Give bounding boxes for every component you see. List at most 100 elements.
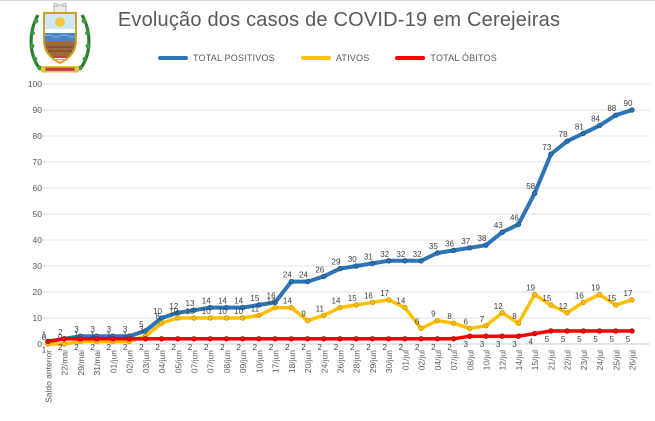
svg-text:25/jul: 25/jul <box>611 350 621 370</box>
svg-text:30/jun: 30/jun <box>384 350 394 373</box>
svg-text:14/jul: 14/jul <box>514 350 524 370</box>
svg-text:2: 2 <box>220 343 225 352</box>
svg-text:5: 5 <box>577 335 582 344</box>
svg-text:43: 43 <box>494 221 503 230</box>
svg-text:2: 2 <box>301 343 306 352</box>
svg-text:1: 1 <box>123 330 128 339</box>
svg-text:15: 15 <box>607 294 616 303</box>
svg-text:07/jun: 07/jun <box>206 350 216 373</box>
svg-text:29/mai: 29/mai <box>76 350 86 376</box>
svg-text:31/mai: 31/mai <box>92 350 102 376</box>
svg-text:100: 100 <box>28 79 42 89</box>
svg-text:50: 50 <box>33 209 43 219</box>
svg-text:0: 0 <box>37 339 42 349</box>
svg-text:32: 32 <box>380 250 389 259</box>
svg-text:12: 12 <box>494 302 503 311</box>
svg-text:19: 19 <box>591 284 600 293</box>
svg-text:23/jul: 23/jul <box>579 350 589 370</box>
svg-text:29/jun: 29/jun <box>368 350 378 373</box>
svg-text:2: 2 <box>155 343 160 352</box>
svg-text:2: 2 <box>253 343 258 352</box>
svg-text:10: 10 <box>202 307 211 316</box>
svg-text:17: 17 <box>380 289 389 298</box>
legend-item-total-positivos[interactable]: TOTAL POSITIVOS <box>158 53 275 63</box>
svg-text:08/jun: 08/jun <box>222 350 232 373</box>
svg-text:14: 14 <box>283 297 292 306</box>
svg-text:58: 58 <box>526 182 535 191</box>
legend-item-total-obitos[interactable]: TOTAL ÓBITOS <box>395 53 497 63</box>
svg-text:3: 3 <box>480 340 485 349</box>
svg-text:84: 84 <box>591 115 600 124</box>
svg-text:12/jul: 12/jul <box>498 350 508 370</box>
svg-text:17/jun: 17/jun <box>271 350 281 373</box>
svg-text:11: 11 <box>251 304 260 313</box>
svg-text:3: 3 <box>107 325 112 334</box>
svg-text:15: 15 <box>348 294 357 303</box>
legend-swatch-total-obitos <box>395 56 426 60</box>
svg-text:3: 3 <box>90 325 95 334</box>
svg-text:16: 16 <box>364 291 373 300</box>
svg-text:10: 10 <box>218 307 227 316</box>
svg-text:26/jun: 26/jun <box>336 350 346 373</box>
svg-text:02/jul: 02/jul <box>417 350 427 370</box>
svg-text:16: 16 <box>267 291 276 300</box>
svg-text:2: 2 <box>415 343 420 352</box>
svg-text:22/mai: 22/mai <box>60 350 70 376</box>
svg-text:2: 2 <box>318 343 323 352</box>
svg-text:15/jul: 15/jul <box>530 350 540 370</box>
svg-text:6: 6 <box>415 317 420 326</box>
svg-text:2: 2 <box>366 343 371 352</box>
svg-text:31: 31 <box>364 252 373 261</box>
svg-text:30: 30 <box>33 261 43 271</box>
legend-swatch-total-positivos <box>158 56 188 60</box>
svg-text:0: 0 <box>58 333 63 342</box>
svg-text:90: 90 <box>624 99 633 108</box>
svg-text:1: 1 <box>74 330 79 339</box>
svg-text:5: 5 <box>139 320 144 329</box>
svg-text:18/jun: 18/jun <box>287 350 297 373</box>
svg-text:2: 2 <box>139 343 144 352</box>
svg-text:3: 3 <box>123 325 128 334</box>
svg-text:70: 70 <box>33 157 43 167</box>
svg-text:24: 24 <box>283 271 292 280</box>
svg-text:14: 14 <box>332 297 341 306</box>
svg-text:81: 81 <box>575 122 584 131</box>
svg-text:8: 8 <box>155 312 160 321</box>
svg-text:07/jun: 07/jun <box>190 350 200 373</box>
svg-text:78: 78 <box>559 130 568 139</box>
city-coat-of-arms-logo <box>29 3 91 73</box>
svg-text:9: 9 <box>431 310 436 319</box>
svg-text:10: 10 <box>33 313 43 323</box>
legend-swatch-ativos <box>300 56 331 60</box>
svg-text:5: 5 <box>593 335 598 344</box>
svg-text:3: 3 <box>496 340 501 349</box>
svg-text:0: 0 <box>42 333 47 342</box>
svg-text:29: 29 <box>332 258 341 267</box>
svg-text:4: 4 <box>528 338 533 347</box>
svg-text:24: 24 <box>299 271 308 280</box>
svg-text:35: 35 <box>429 242 438 251</box>
svg-text:2: 2 <box>204 343 209 352</box>
logo-shield-field <box>44 13 76 60</box>
svg-text:6: 6 <box>464 317 469 326</box>
svg-text:2: 2 <box>269 343 274 352</box>
svg-text:08/jul: 08/jul <box>465 350 475 370</box>
chart-title: Evolução dos casos de COVID-19 em Cereje… <box>117 9 561 31</box>
svg-text:01/jul: 01/jul <box>400 350 410 370</box>
svg-text:60: 60 <box>33 183 43 193</box>
svg-text:73: 73 <box>542 143 551 152</box>
legend-label-total-obitos: TOTAL ÓBITOS <box>430 53 497 63</box>
svg-text:32: 32 <box>413 250 422 259</box>
svg-text:2: 2 <box>188 343 193 352</box>
svg-text:10/jul: 10/jul <box>482 350 492 370</box>
svg-text:10: 10 <box>153 307 162 316</box>
svg-text:2: 2 <box>172 343 177 352</box>
svg-text:15: 15 <box>542 294 551 303</box>
svg-text:11: 11 <box>316 304 325 313</box>
svg-text:04/jun: 04/jun <box>157 350 167 373</box>
svg-text:2: 2 <box>107 343 112 352</box>
legend-item-ativos[interactable]: ATIVOS <box>300 53 370 63</box>
svg-text:2: 2 <box>74 343 79 352</box>
